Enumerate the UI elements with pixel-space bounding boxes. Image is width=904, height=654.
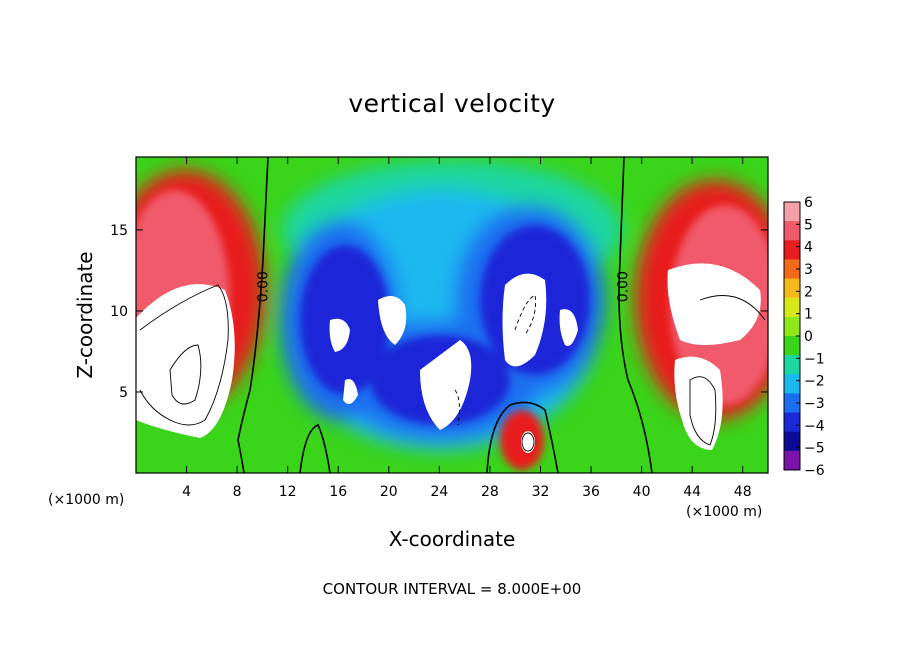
x-axis: 4 8 12 16 20 24 28 32 36 40 44 48 [182, 157, 752, 500]
x-tick-label: 32 [532, 484, 550, 500]
colorbar-swatch [784, 240, 800, 260]
colorbar-swatch [784, 297, 800, 318]
colorbar-swatch [784, 412, 800, 433]
colorbar: 6 5 4 3 2 1 0 −1 −2 −3 −4 −5 −6 [783, 195, 825, 479]
heatmap-field [136, 157, 768, 473]
contour-lines [139, 157, 766, 473]
colorbar-swatch [784, 316, 800, 337]
chart-title: vertical velocity [348, 89, 555, 118]
contour-labels: 0.00 0.00 [255, 271, 632, 302]
x-tick-label: 48 [734, 484, 752, 500]
colorbar-swatch [784, 259, 800, 280]
y-axis-title: Z-coordinate [73, 251, 97, 378]
y-tick-label: 10 [110, 304, 128, 320]
contour-interval-note: CONTOUR INTERVAL = 8.000E+00 [323, 580, 582, 598]
y-tick-label: 5 [119, 385, 128, 401]
x-unit-right: (×1000 m) [686, 504, 762, 520]
x-tick-label: 28 [481, 484, 499, 500]
x-axis-title: X-coordinate [389, 527, 516, 551]
colorbar-tick-label: −1 [804, 351, 825, 367]
x-tick-label: 4 [182, 484, 191, 500]
x-tick-label: 24 [430, 484, 448, 500]
colorbar-swatch [784, 355, 800, 375]
contour-label: 0.00 [616, 271, 632, 302]
x-tick-label: 16 [329, 484, 347, 500]
x-tick-label: 12 [279, 484, 297, 500]
colorbar-swatch [784, 450, 800, 471]
colorbar-swatch [784, 431, 800, 452]
colorbar-tick-label: −6 [804, 463, 825, 479]
colorbar-tick-label: −4 [804, 418, 825, 434]
colorbar-swatch [784, 374, 800, 394]
x-tick-label: 8 [233, 484, 242, 500]
x-unit-left: (×1000 m) [48, 492, 124, 508]
colorbar-swatch [784, 336, 800, 356]
colorbar-tick-label: 0 [804, 329, 813, 345]
contour-label: 0.00 [255, 271, 271, 302]
plot-frame [135, 156, 769, 474]
colorbar-tick-label: −2 [804, 374, 825, 390]
colorbar-swatch [784, 393, 800, 414]
y-tick-label: 15 [110, 223, 128, 239]
colorbar-tick-label: −5 [804, 441, 825, 457]
x-tick-label: 44 [683, 484, 701, 500]
colorbar-tick-label: 3 [804, 262, 813, 278]
colorbar-swatch [784, 202, 800, 222]
x-tick-label: 20 [380, 484, 398, 500]
colorbar-tick-label: −3 [804, 396, 825, 412]
y-axis: 5 10 15 [110, 223, 768, 401]
x-tick-label: 36 [582, 484, 600, 500]
colorbar-tick-label: 4 [804, 240, 813, 256]
x-tick-label: 40 [633, 484, 651, 500]
colorbar-tick-label: 6 [804, 195, 813, 211]
colorbar-tick-label: 5 [804, 217, 813, 233]
colorbar-tick-label: 1 [804, 307, 813, 323]
colorbar-swatch [784, 221, 800, 241]
colorbar-tick-label: 2 [804, 284, 813, 300]
colorbar-swatch [784, 278, 800, 299]
